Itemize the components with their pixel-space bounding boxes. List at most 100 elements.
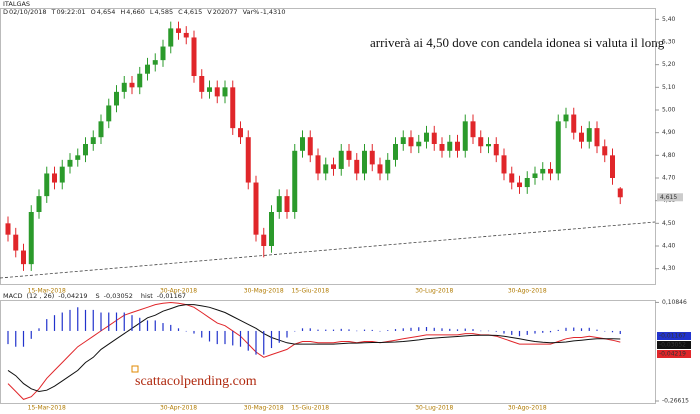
candle-body [369, 150, 375, 165]
last-value-label: -0,01167 [659, 333, 686, 340]
legend-value: -0,03052 [104, 292, 133, 300]
histogram-bar [487, 330, 490, 332]
histogram-bar [604, 330, 606, 332]
macd-line [7, 304, 621, 393]
y-tick-label: 5,20 [662, 61, 676, 68]
info-value: 4,660 [126, 8, 145, 16]
histogram-bar [69, 309, 71, 331]
histogram-bar [115, 312, 118, 331]
x-tick-label: 30-Apr-2018 [160, 288, 197, 295]
histogram-bar [363, 329, 366, 331]
candle-body [416, 141, 422, 147]
candle-body [586, 128, 592, 142]
histogram-bar [53, 315, 56, 331]
histogram-bar [356, 330, 358, 332]
histogram-bar [263, 330, 265, 355]
candle-body [269, 212, 274, 246]
candle-body [52, 173, 57, 183]
candle-body [284, 196, 290, 212]
histogram-bar [580, 328, 583, 331]
candle-body [571, 114, 577, 133]
price-panel-frame [0, 8, 656, 285]
candle-body [5, 223, 11, 235]
info-key: T [50, 8, 55, 16]
y-tick-label: 5,40 [662, 16, 676, 23]
candle-body [555, 121, 561, 174]
candle-body [532, 173, 538, 178]
candle-body [300, 137, 305, 151]
candle-body [253, 182, 259, 235]
macd-title: MACD [3, 292, 22, 300]
candle-body [462, 121, 468, 151]
candle-body [517, 182, 522, 188]
macd-panel-frame [0, 300, 656, 404]
last-value-label: -0,03052 [659, 342, 686, 349]
info-value: 02/10/2018 [9, 8, 46, 16]
histogram-bar [325, 329, 327, 331]
candle-body [183, 32, 189, 38]
histogram-bar [348, 329, 350, 331]
info-key: O [91, 8, 96, 16]
candle-body [338, 150, 344, 169]
histogram-bar [15, 330, 17, 347]
y-tick-label: 5,30 [662, 39, 676, 46]
histogram-bar [542, 330, 544, 333]
histogram-bar [185, 330, 187, 332]
last-value-box [657, 341, 691, 349]
y-tick-label: 0,10846 [662, 299, 687, 306]
last-value-box [657, 350, 691, 358]
x-tick-label: 15-Mar-2018 [28, 288, 66, 295]
histogram-bar [278, 330, 280, 343]
x-tick-label: 30-Lug-2018 [415, 288, 453, 295]
candle-body [563, 114, 569, 122]
candle-body [292, 150, 298, 212]
x-tick-label: 30-Mag-2018 [244, 405, 284, 412]
info-bar: D 02/10/2018 T 09:22:01 O 4,654 H 4,660 L 4,585 C 4… [3, 8, 285, 16]
x-tick-label: 30-Lug-2018 [415, 405, 453, 412]
histogram-bar [557, 329, 559, 331]
candle-body [447, 141, 453, 151]
candle-body [121, 82, 127, 92]
histogram-bar [449, 328, 451, 331]
candle-body [230, 87, 236, 129]
y-tick-label: 4,30 [662, 265, 676, 272]
y-tick-label: 4,50 [662, 220, 676, 227]
histogram-bar [340, 328, 342, 331]
histogram-bar [503, 330, 505, 334]
histogram-bar [193, 330, 195, 334]
histogram-bar [526, 330, 528, 335]
info-key: D [3, 8, 8, 16]
histogram-bar [170, 324, 172, 331]
candle-body [176, 28, 181, 33]
info-key: V [207, 8, 212, 16]
x-tick-label: 15-Giu-2018 [291, 288, 329, 295]
candle-body [207, 87, 212, 92]
histogram-bar [309, 328, 311, 331]
histogram-bar [495, 330, 497, 332]
candle-body [83, 144, 88, 156]
histogram-bar [611, 330, 614, 333]
candle-body [323, 164, 329, 174]
histogram-bar [92, 309, 94, 331]
legend-name: S [96, 292, 100, 300]
candle-body [44, 173, 50, 197]
histogram-bar [77, 307, 79, 331]
histogram-bar [301, 328, 304, 331]
x-tick-label: 15-Mar-2018 [28, 405, 66, 412]
candle-body [393, 144, 398, 160]
info-key: C [178, 8, 183, 16]
candle-body [36, 196, 42, 212]
candle-body [594, 128, 600, 147]
x-tick-label: 30-Apr-2018 [160, 405, 197, 412]
histogram-bar [208, 330, 211, 342]
info-key: L [150, 8, 154, 16]
candle-body [199, 76, 205, 92]
histogram-bar [30, 330, 32, 339]
histogram-bar [425, 327, 428, 331]
last-value-box [657, 332, 691, 340]
histogram-bar [464, 328, 466, 331]
y-tick-label: -0,26615 [662, 397, 689, 404]
trend-line [0, 221, 656, 279]
candle-body [362, 150, 367, 174]
candle-body [67, 159, 73, 167]
